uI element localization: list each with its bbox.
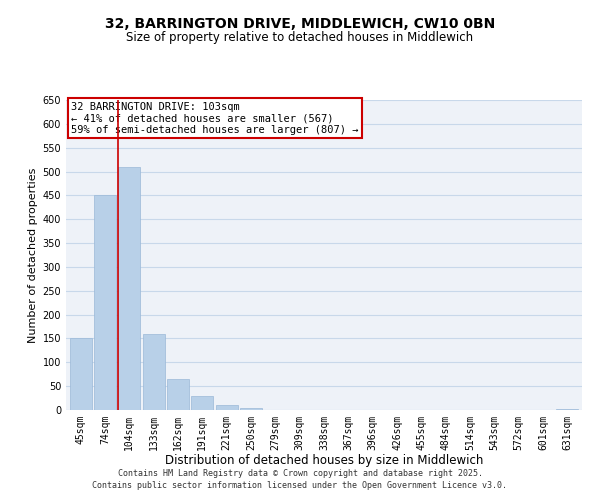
Bar	[70, 338, 92, 410]
Text: Contains HM Land Registry data © Crown copyright and database right 2025.
Contai: Contains HM Land Registry data © Crown c…	[92, 469, 508, 490]
Bar	[94, 196, 116, 410]
Bar	[118, 167, 140, 410]
Y-axis label: Number of detached properties: Number of detached properties	[28, 168, 38, 342]
Text: 32 BARRINGTON DRIVE: 103sqm
← 41% of detached houses are smaller (567)
59% of se: 32 BARRINGTON DRIVE: 103sqm ← 41% of det…	[71, 102, 359, 134]
Bar	[556, 409, 578, 410]
Bar	[143, 334, 164, 410]
X-axis label: Distribution of detached houses by size in Middlewich: Distribution of detached houses by size …	[165, 454, 483, 468]
Text: 32, BARRINGTON DRIVE, MIDDLEWICH, CW10 0BN: 32, BARRINGTON DRIVE, MIDDLEWICH, CW10 0…	[105, 18, 495, 32]
Bar	[191, 396, 213, 410]
Bar	[215, 405, 238, 410]
Text: Size of property relative to detached houses in Middlewich: Size of property relative to detached ho…	[127, 31, 473, 44]
Bar	[167, 379, 189, 410]
Bar	[240, 408, 262, 410]
